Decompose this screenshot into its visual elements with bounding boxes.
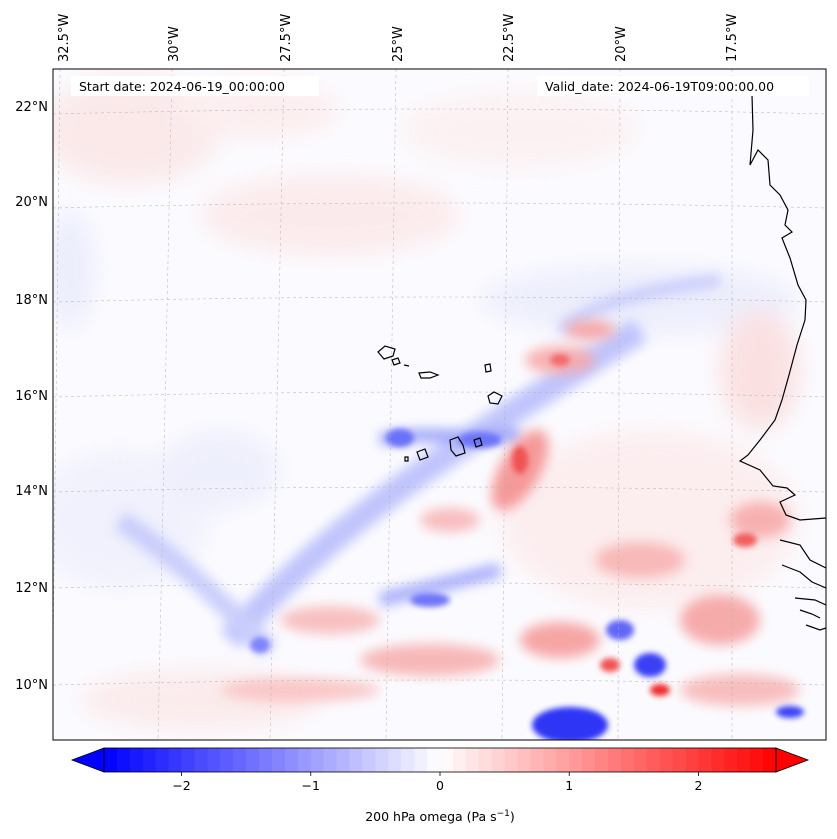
colorbar-segments <box>104 748 777 772</box>
colorbar-segment <box>259 748 273 772</box>
colorbar-segment <box>569 748 583 772</box>
colorbar-extend-high <box>775 747 810 773</box>
colorbar-title: 200 hPa omega (Pa s−1) <box>365 809 515 824</box>
colorbar-tick-label: −2 <box>172 778 190 793</box>
lat-label: 18°N <box>15 293 48 308</box>
colorbar-segment <box>465 748 480 772</box>
colorbar-segment <box>750 748 764 772</box>
colorbar-segment <box>142 748 157 772</box>
colorbar-ticks: −2 −1 0 1 2 <box>172 772 702 793</box>
colorbar-segment <box>104 748 118 772</box>
lon-label: 27.5°W <box>279 14 294 62</box>
colorbar-segment <box>116 748 131 772</box>
colorbar-segment <box>672 748 687 772</box>
start-date-label: Start date: 2024-06-19_00:00:00 <box>79 79 285 94</box>
lon-label: 30°W <box>167 26 182 62</box>
colorbar-segment <box>763 748 777 772</box>
colorbar-segment <box>556 748 570 772</box>
colorbar-segment <box>181 748 195 772</box>
lon-label: 32.5°W <box>57 14 72 62</box>
colorbar-segment <box>440 748 454 772</box>
colorbar-segment <box>698 748 712 772</box>
colorbar-segment <box>310 748 325 772</box>
colorbar-segment <box>284 748 299 772</box>
colorbar-segment <box>595 748 609 772</box>
start-date-box <box>71 76 319 96</box>
colorbar-segment <box>724 748 738 772</box>
colorbar-title-main: 200 hPa omega (Pa s <box>365 809 496 824</box>
map-frame <box>52 68 827 741</box>
colorbar-extend-low <box>70 747 105 773</box>
colorbar-title-close: ) <box>510 809 515 824</box>
colorbar-segment <box>543 748 557 772</box>
colorbar-segment <box>646 748 661 772</box>
colorbar-title-exponent: −1 <box>497 809 510 819</box>
lat-label: 12°N <box>15 581 48 596</box>
colorbar-tick-label: 0 <box>436 778 444 793</box>
omega-field <box>53 69 826 740</box>
lon-label: 20°W <box>614 26 629 62</box>
lat-label: 20°N <box>15 195 48 210</box>
colorbar-segment <box>272 748 286 772</box>
lat-label: 16°N <box>15 389 48 404</box>
coastlines <box>377 94 826 631</box>
colorbar-tick-label: 1 <box>565 778 573 793</box>
colorbar-tick-label: 2 <box>694 778 702 793</box>
colorbar-segment <box>362 748 376 772</box>
colorbar-segment <box>685 748 699 772</box>
colorbar-tick-label: −1 <box>302 778 320 793</box>
latitude-labels: 22°N 20°N 18°N 16°N 14°N 12°N 10°N <box>15 100 48 693</box>
longitude-labels: 32.5°W 30°W 27.5°W 25°W 22.5°W 20°W 17.5… <box>57 14 740 62</box>
map-gridlines <box>53 69 826 740</box>
colorbar-segment <box>388 748 402 772</box>
colorbar-segment <box>246 748 260 772</box>
colorbar-segment <box>129 748 144 772</box>
colorbar-segment <box>207 748 221 772</box>
colorbar-segment <box>375 748 389 772</box>
colorbar-segment <box>452 748 467 772</box>
valid-date-label: Valid_date: 2024-06-19T09:00:00.00 <box>545 79 774 94</box>
colorbar-segment <box>414 748 428 772</box>
colorbar-segment <box>633 748 648 772</box>
colorbar-segment <box>220 748 234 772</box>
colorbar-segment <box>427 748 441 772</box>
lat-label: 22°N <box>15 100 48 115</box>
lon-label: 22.5°W <box>502 14 517 62</box>
colorbar: −2 −1 0 1 2 200 hPa omega (Pa s−1) <box>70 747 810 824</box>
colorbar-segment <box>194 748 208 772</box>
colorbar-segment <box>608 748 622 772</box>
colorbar-segment <box>504 748 519 772</box>
colorbar-segment <box>582 748 596 772</box>
colorbar-segment <box>297 748 312 772</box>
colorbar-segment <box>530 748 544 772</box>
colorbar-segment <box>168 748 183 772</box>
valid-date-box <box>537 76 809 96</box>
colorbar-segment <box>517 748 531 772</box>
colorbar-segment <box>478 748 493 772</box>
colorbar-segment <box>737 748 751 772</box>
colorbar-segment <box>491 748 506 772</box>
colorbar-segment <box>233 748 247 772</box>
colorbar-segment <box>349 748 363 772</box>
colorbar-segment <box>323 748 338 772</box>
lat-label: 14°N <box>15 484 48 499</box>
colorbar-segment <box>711 748 725 772</box>
colorbar-segment <box>401 748 415 772</box>
colorbar-segment <box>336 748 351 772</box>
lon-label: 17.5°W <box>725 14 740 62</box>
lat-label: 10°N <box>15 678 48 693</box>
colorbar-segment <box>155 748 170 772</box>
colorbar-segment <box>659 748 674 772</box>
lon-label: 25°W <box>391 26 406 62</box>
colorbar-segment <box>620 748 635 772</box>
